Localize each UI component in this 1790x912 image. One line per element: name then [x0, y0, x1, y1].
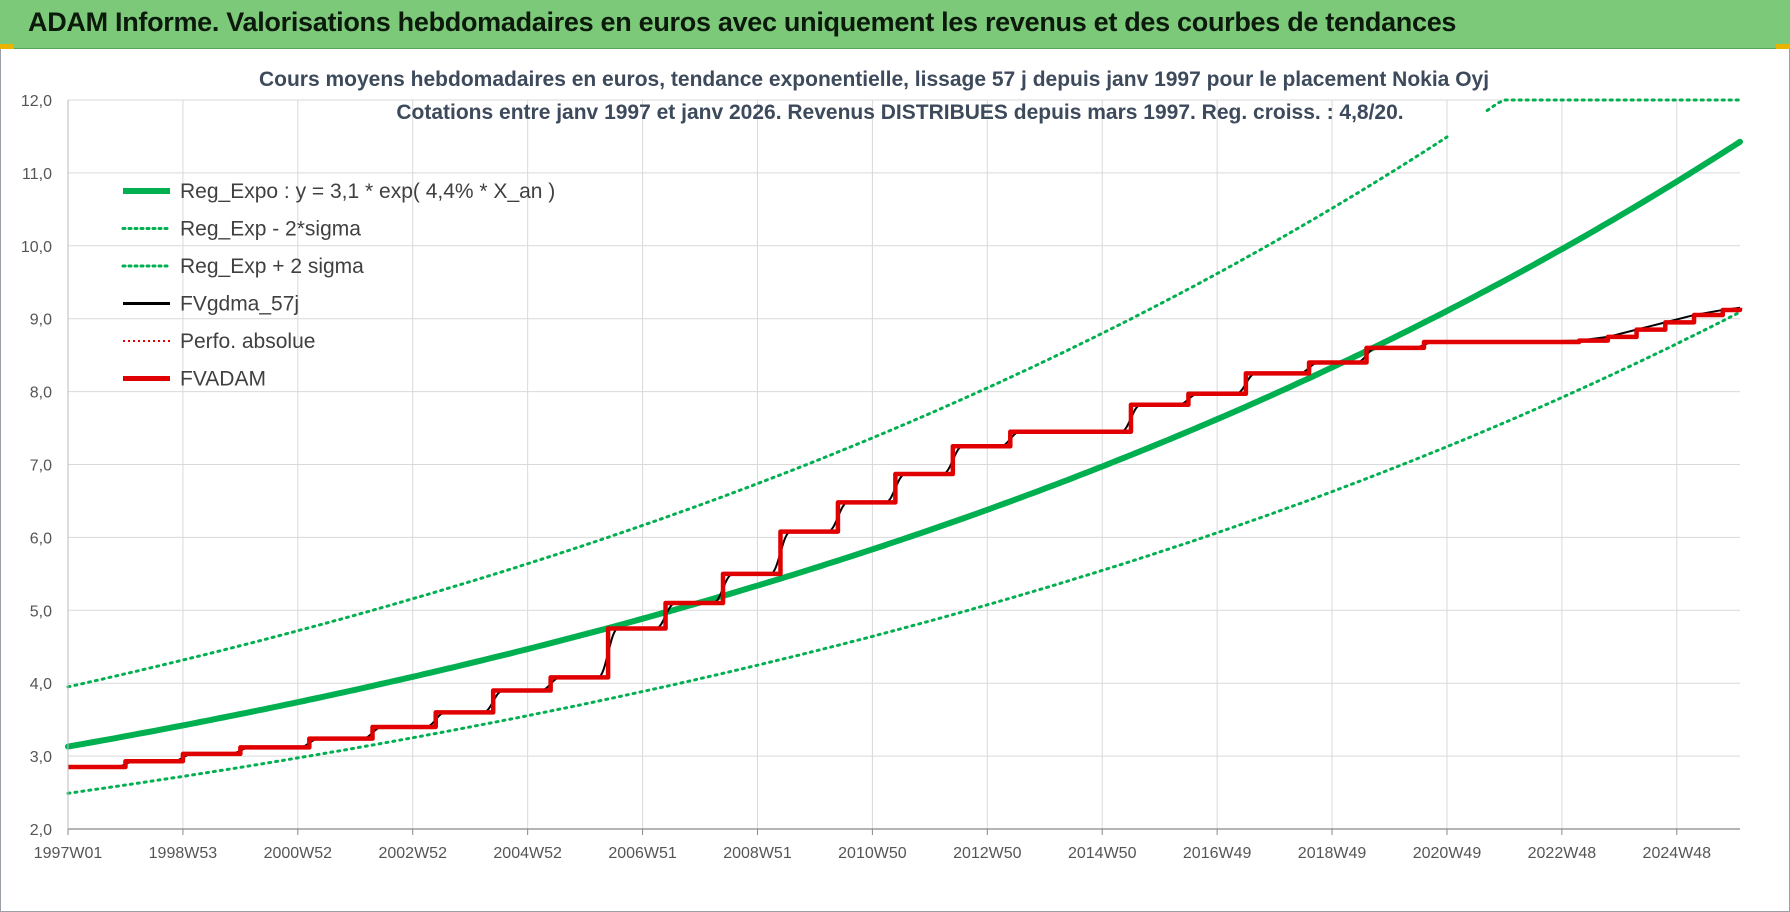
x-tick-label: 2016W49: [1183, 845, 1252, 862]
x-tick-label: 1998W53: [149, 845, 218, 862]
x-tick-label: 2006W51: [608, 845, 677, 862]
x-tick-label: 2024W48: [1643, 845, 1712, 862]
y-tick-label: 9,0: [30, 312, 52, 329]
x-tick-label: 1997W01: [34, 845, 103, 862]
x-tick-label: 2000W52: [264, 845, 333, 862]
legend-label: Reg_Exp - 2*sigma: [180, 218, 361, 241]
corner-marker: [0, 44, 14, 49]
report-title: ADAM Informe. Valorisations hebdomadaire…: [28, 7, 1457, 37]
legend-label: FVgdma_57j: [180, 293, 299, 316]
y-tick-label: 3,0: [30, 749, 52, 766]
legend-label: Reg_Exp + 2 sigma: [180, 255, 364, 278]
y-tick-label: 10,0: [21, 239, 52, 256]
x-tick-label: 2012W50: [953, 845, 1022, 862]
series-reg-expo: [65, 138, 1743, 750]
chart-title-line-2: Cotations entre janv 1997 et janv 2026. …: [396, 101, 1403, 124]
x-tick-label: 2004W52: [493, 845, 562, 862]
report-banner: ADAM Informe. Valorisations hebdomadaire…: [0, 0, 1790, 49]
legend-label: FVADAM: [180, 368, 266, 391]
y-tick-label: 4,0: [30, 676, 52, 693]
x-tick-label: 2002W52: [378, 845, 447, 862]
corner-marker: [1776, 44, 1790, 49]
x-tick-label: 2022W48: [1528, 845, 1597, 862]
chart-area: 2,0 3,0 4,0 5,0 6,0 7,0 8,0 9,0 10,0 11,0 12,0 1997…: [21, 68, 1743, 862]
series-fvadam: [68, 307, 1743, 770]
grid: [67, 99, 1740, 830]
series-reg-exp-plus-2sigma-cap: [1485, 98, 1742, 112]
series-reg-exp-minus-2sigma: [66, 310, 1742, 795]
x-tick-label: 2014W50: [1068, 845, 1137, 862]
x-tick-label: 2018W49: [1298, 845, 1367, 862]
y-tick-label: 5,0: [30, 603, 52, 620]
series-group: [65, 98, 1743, 795]
y-tick-label: 11,0: [22, 166, 52, 183]
legend: Reg_Expo : y = 3,1 * exp( 4,4% * X_an ) R…: [121, 180, 555, 391]
x-tick-label: 2020W49: [1413, 845, 1482, 862]
legend-label: Perfo. absolue: [180, 330, 315, 353]
y-tick-label: 2,0: [30, 822, 52, 839]
series-reg-exp-plus-2sigma: [66, 135, 1449, 689]
y-tick-label: 12,0: [21, 93, 52, 110]
chart-title-line-1: Cours moyens hebdomadaires en euros, ten…: [259, 68, 1489, 91]
legend-label: Reg_Expo : y = 3,1 * exp( 4,4% * X_an ): [180, 180, 555, 203]
y-tick-label: 8,0: [30, 385, 52, 402]
x-tick-label: 2010W50: [838, 845, 907, 862]
x-tick-label: 2008W51: [723, 845, 792, 862]
y-tick-label: 6,0: [30, 530, 52, 547]
y-tick-label: 7,0: [30, 458, 52, 475]
axes: 2,0 3,0 4,0 5,0 6,0 7,0 8,0 9,0 10,0 11,0 12,0 1997…: [21, 93, 1740, 862]
